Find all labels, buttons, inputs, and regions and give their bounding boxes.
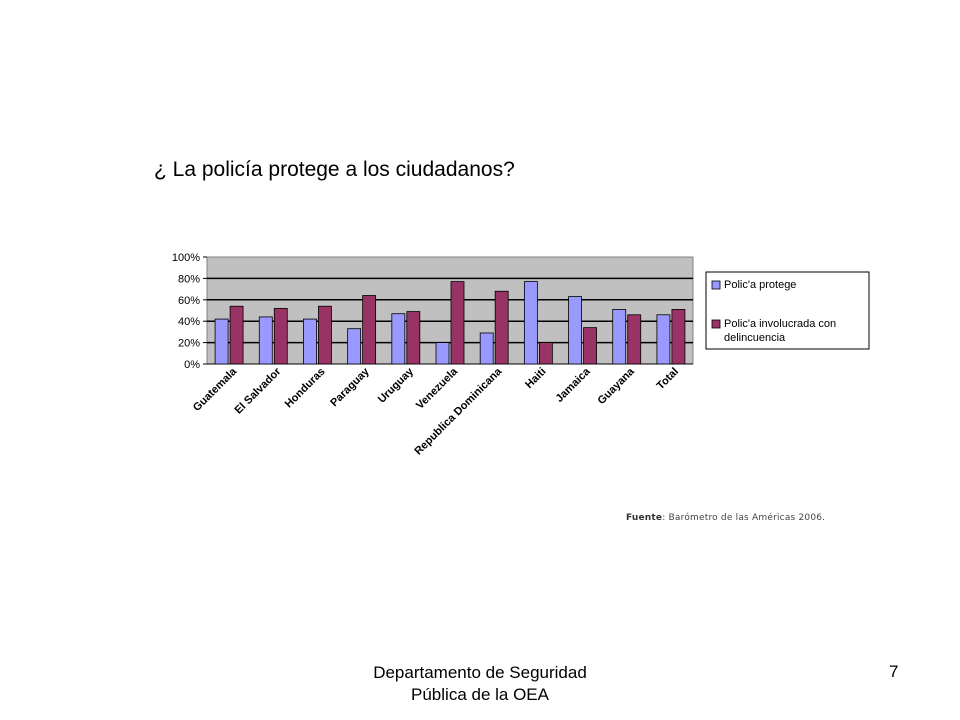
y-tick-label: 20%: [178, 338, 200, 350]
bars: [214, 281, 686, 365]
x-tick-label: Honduras: [283, 366, 328, 411]
bar-delincuencia: [671, 309, 686, 365]
legend-label-delincuencia: Polic'a involucrada con: [724, 318, 836, 330]
bar-protege: [435, 342, 450, 365]
bar-protege: [656, 314, 671, 365]
legend-label-protege: Polic'a protege: [724, 279, 796, 291]
bar-delincuencia: [229, 305, 244, 365]
bar-protege: [612, 309, 627, 365]
legend-box: [705, 271, 870, 350]
y-tick-label: 0%: [184, 359, 200, 371]
x-tick-label: El Salvador: [233, 365, 284, 416]
y-axis-ticks: 100% 80% 60% 40% 20% 0%: [172, 252, 207, 371]
x-tick-label: Jamaica: [553, 365, 593, 405]
y-tick-label: 40%: [178, 316, 200, 328]
page-number: 7: [889, 662, 899, 681]
x-tick-label: Haiti: [523, 366, 548, 391]
bar-delincuencia: [273, 307, 288, 365]
bar-protege: [303, 318, 317, 365]
bar-protege: [523, 281, 538, 365]
bar-delincuencia: [494, 290, 509, 365]
x-tick-label: Guayana: [596, 365, 638, 407]
bar-protege: [568, 296, 582, 365]
x-tick-label: Republica Dominicana: [412, 365, 505, 458]
legend-swatch-delincuencia: [711, 319, 721, 329]
bar-delincuencia: [362, 295, 377, 365]
legend-swatch-protege: [711, 280, 721, 290]
bar-delincuencia: [450, 281, 465, 365]
legend-label-delincuencia-line2: delincuencia: [724, 332, 786, 344]
grid-lines: [207, 277, 693, 365]
bar-delincuencia: [318, 305, 332, 365]
legend: Polic'a protege Polic'a involucrada con …: [705, 271, 870, 350]
bar-protege: [214, 318, 229, 365]
bar-delincuencia: [406, 311, 421, 365]
source-note: Fuente: Barómetro de las Américas 2006.: [626, 513, 825, 523]
footer-line-2: Pública de la OEA: [411, 685, 549, 704]
y-tick-label: 100%: [172, 252, 200, 264]
bar-delincuencia: [583, 327, 597, 365]
slide-title: ¿ La policía protege a los ciudadanos?: [154, 158, 515, 181]
bar-protege: [391, 313, 406, 365]
source-label: Fuente: [626, 513, 663, 523]
bar-delincuencia: [538, 342, 553, 365]
bar-protege: [347, 328, 362, 365]
bar-protege: [258, 316, 273, 365]
y-tick-label: 80%: [178, 273, 200, 285]
footer-text: Departamento de Seguridad Pública de la …: [340, 662, 620, 706]
source-text: : Barómetro de las Américas 2006.: [662, 513, 826, 523]
x-tick-label: Guatemala: [191, 365, 240, 414]
x-tick-label: Total: [655, 366, 681, 392]
y-tick-label: 60%: [178, 295, 200, 307]
x-tick-label: Uruguay: [376, 365, 417, 406]
x-tick-label: Paraguay: [328, 365, 372, 409]
bar-protege: [479, 332, 494, 365]
bar-delincuencia: [627, 314, 642, 365]
footer-line-1: Departamento de Seguridad: [373, 663, 587, 682]
x-tick-label: Venezuela: [414, 365, 461, 412]
plot-area: [206, 256, 694, 365]
